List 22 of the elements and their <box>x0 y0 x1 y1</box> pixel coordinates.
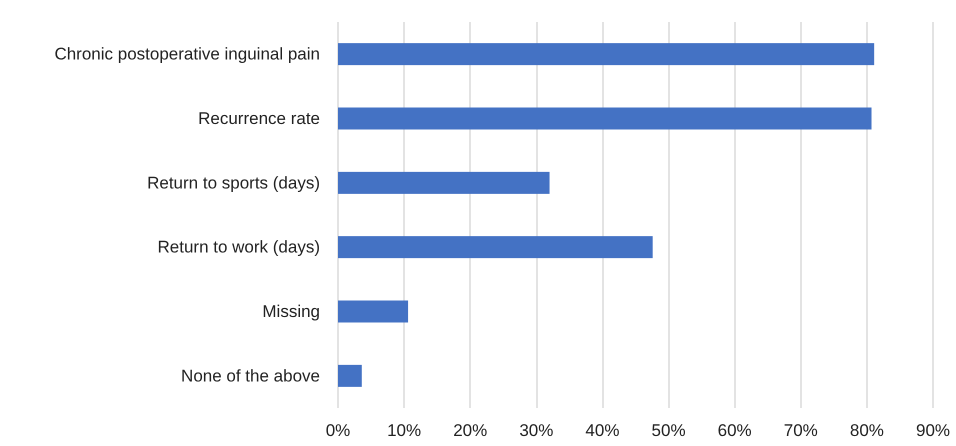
x-tick-label: 70% <box>784 421 818 440</box>
bar <box>338 43 874 66</box>
x-tick-label: 0% <box>326 421 350 440</box>
bar <box>338 364 362 387</box>
x-tick-label: 80% <box>850 421 884 440</box>
x-tick-label: 30% <box>519 421 554 440</box>
y-tick-label: Chronic postoperative inguinal pain <box>54 44 320 64</box>
y-tick-label: Return to sports (days) <box>147 173 320 192</box>
x-tick-label: 10% <box>387 421 422 440</box>
x-tick-label: 20% <box>453 421 488 440</box>
bar <box>338 236 653 258</box>
x-tick-label: 60% <box>718 421 752 440</box>
bar <box>338 300 408 322</box>
x-tick-label: 50% <box>652 421 686 440</box>
x-tick-label: 40% <box>585 421 620 440</box>
x-tick-label: 90% <box>916 421 950 440</box>
y-tick-label: Recurrence rate <box>198 109 320 128</box>
y-tick-label: Missing <box>262 302 320 321</box>
bar <box>338 108 872 130</box>
bar <box>338 172 550 194</box>
y-tick-label: Return to work (days) <box>158 238 320 257</box>
y-tick-label: None of the above <box>181 366 320 386</box>
